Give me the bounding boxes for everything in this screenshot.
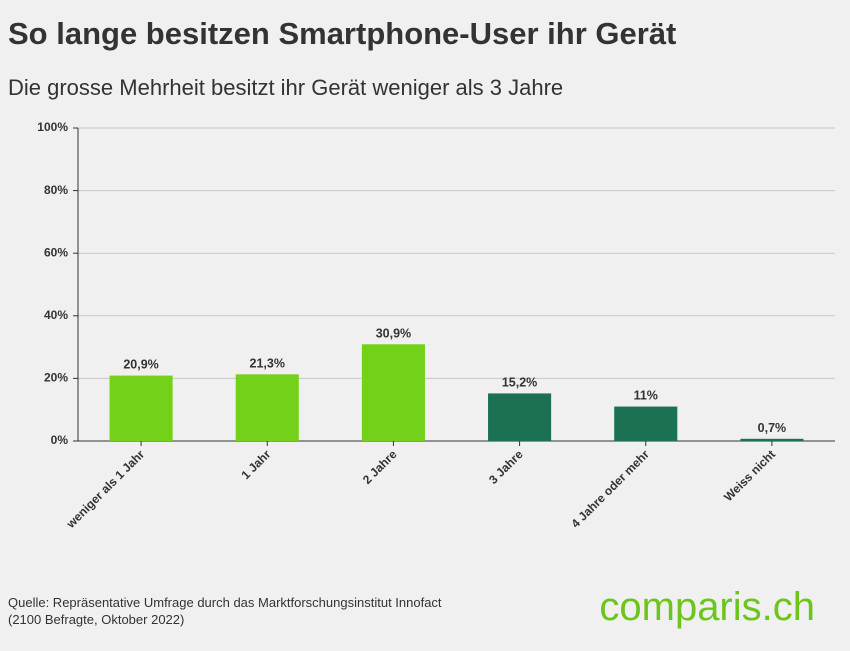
y-tick-label: 0% [51,433,69,447]
source-line: Quelle: Repräsentative Umfrage durch das… [8,595,442,610]
bar [488,393,552,441]
logo: comparis.ch [599,585,815,629]
source-line: (2100 Befragte, Oktober 2022) [8,612,184,627]
value-label: 0,7% [758,421,787,435]
bar [109,375,173,441]
value-label: 15,2% [502,375,537,389]
value-label: 20,9% [123,358,158,372]
chart-subtitle: Die grosse Mehrheit besitzt ihr Gerät we… [8,75,563,100]
y-tick-label: 40% [44,308,68,322]
bar [740,438,804,441]
y-tick-label: 60% [44,245,68,259]
y-tick-label: 20% [44,371,68,385]
y-tick-label: 80% [44,183,68,197]
value-label: 11% [634,389,658,403]
chart-title: So lange besitzen Smartphone-User ihr Ge… [8,16,676,51]
value-label: 21,3% [250,356,285,370]
bar [614,406,678,441]
bar [361,344,425,441]
bar [235,374,299,441]
y-tick-label: 100% [37,120,68,134]
value-label: 30,9% [376,326,411,340]
